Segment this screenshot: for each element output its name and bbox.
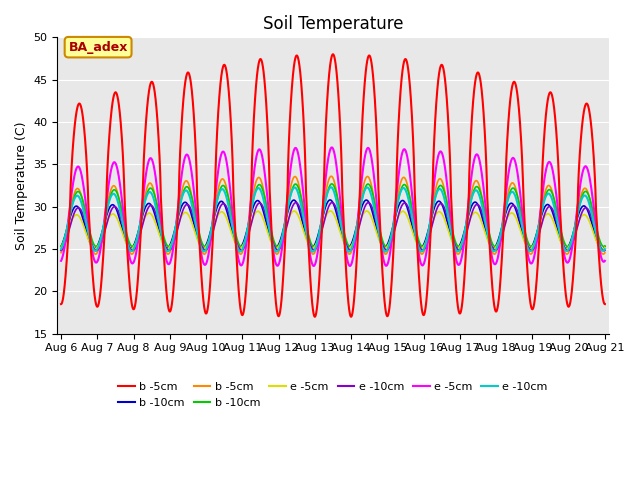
Legend: b -5cm, b -10cm, b -5cm, b -10cm, e -5cm, e -10cm, e -5cm, e -10cm: b -5cm, b -10cm, b -5cm, b -10cm, e -5cm…: [114, 378, 552, 412]
e -10cm: [601, 248, 609, 253]
e -5cm: [598, 246, 606, 252]
b -10cm: [57, 243, 65, 249]
e -10cm: [452, 248, 460, 253]
e -5cm: [290, 147, 298, 153]
e -10cm: [285, 197, 293, 203]
e -10cm: [316, 230, 323, 236]
b -10cm: [316, 229, 323, 235]
b -5cm: [328, 173, 335, 179]
Line: e -10cm: e -10cm: [61, 187, 605, 252]
b -10cm: [564, 244, 572, 250]
b -5cm: [329, 51, 337, 57]
b -5cm: [285, 190, 293, 196]
b -10cm: [557, 240, 565, 245]
e -10cm: [600, 248, 608, 253]
b -10cm: [57, 243, 65, 249]
e -5cm: [452, 258, 460, 264]
b -10cm: [328, 181, 335, 187]
b -5cm: [290, 174, 298, 180]
Line: e -5cm: e -5cm: [61, 147, 605, 266]
Line: e -5cm: e -5cm: [61, 211, 605, 249]
b -5cm: [584, 191, 592, 197]
b -5cm: [584, 104, 592, 110]
b -10cm: [290, 182, 298, 188]
Line: b -10cm: b -10cm: [61, 184, 605, 247]
Line: e -10cm: e -10cm: [61, 203, 605, 251]
e -5cm: [346, 263, 354, 269]
b -10cm: [601, 243, 609, 249]
e -5cm: [290, 208, 298, 214]
e -10cm: [290, 201, 298, 207]
e -5cm: [285, 175, 293, 180]
e -10cm: [584, 207, 592, 213]
e -5cm: [557, 235, 565, 240]
b -5cm: [557, 231, 565, 237]
b -5cm: [285, 125, 293, 131]
e -5cm: [584, 216, 592, 222]
e -10cm: [57, 248, 65, 253]
b -5cm: [527, 251, 534, 257]
e -10cm: [316, 237, 323, 243]
b -5cm: [452, 249, 460, 255]
Text: BA_adex: BA_adex: [68, 41, 128, 54]
b -5cm: [557, 237, 565, 242]
b -5cm: [316, 230, 323, 236]
e -10cm: [584, 198, 592, 204]
b -10cm: [584, 209, 592, 215]
e -10cm: [328, 200, 336, 205]
e -5cm: [57, 258, 65, 264]
e -5cm: [557, 240, 565, 246]
b -10cm: [285, 197, 293, 203]
b -5cm: [601, 301, 609, 307]
e -10cm: [327, 184, 335, 190]
Y-axis label: Soil Temperature (C): Soil Temperature (C): [15, 121, 28, 250]
e -10cm: [557, 237, 565, 243]
b -10cm: [285, 204, 293, 209]
b -10cm: [601, 243, 609, 249]
b -5cm: [57, 250, 65, 255]
b -5cm: [452, 289, 460, 295]
e -5cm: [285, 214, 293, 219]
Line: b -5cm: b -5cm: [61, 54, 605, 317]
b -10cm: [326, 197, 334, 203]
b -5cm: [57, 301, 65, 307]
e -5cm: [326, 208, 334, 214]
e -10cm: [452, 245, 460, 251]
e -5cm: [601, 244, 609, 250]
e -5cm: [601, 258, 609, 264]
b -5cm: [311, 314, 319, 320]
b -10cm: [452, 241, 460, 247]
e -5cm: [328, 144, 335, 150]
b -10cm: [316, 227, 323, 233]
e -5cm: [57, 244, 65, 250]
b -10cm: [598, 246, 606, 252]
Line: b -10cm: b -10cm: [61, 200, 605, 249]
e -10cm: [557, 235, 565, 241]
b -10cm: [584, 192, 592, 198]
e -10cm: [345, 249, 353, 254]
Line: b -5cm: b -5cm: [61, 176, 605, 254]
e -10cm: [57, 246, 65, 252]
e -5cm: [584, 169, 592, 175]
e -5cm: [316, 236, 323, 242]
b -5cm: [290, 64, 298, 70]
b -10cm: [557, 228, 565, 234]
b -10cm: [452, 245, 460, 251]
e -10cm: [285, 213, 293, 218]
b -5cm: [601, 250, 609, 255]
b -5cm: [316, 272, 323, 278]
b -10cm: [290, 197, 298, 203]
e -5cm: [316, 233, 323, 239]
e -10cm: [601, 246, 609, 252]
e -5cm: [452, 245, 460, 251]
Title: Soil Temperature: Soil Temperature: [262, 15, 403, 33]
e -10cm: [290, 185, 298, 191]
